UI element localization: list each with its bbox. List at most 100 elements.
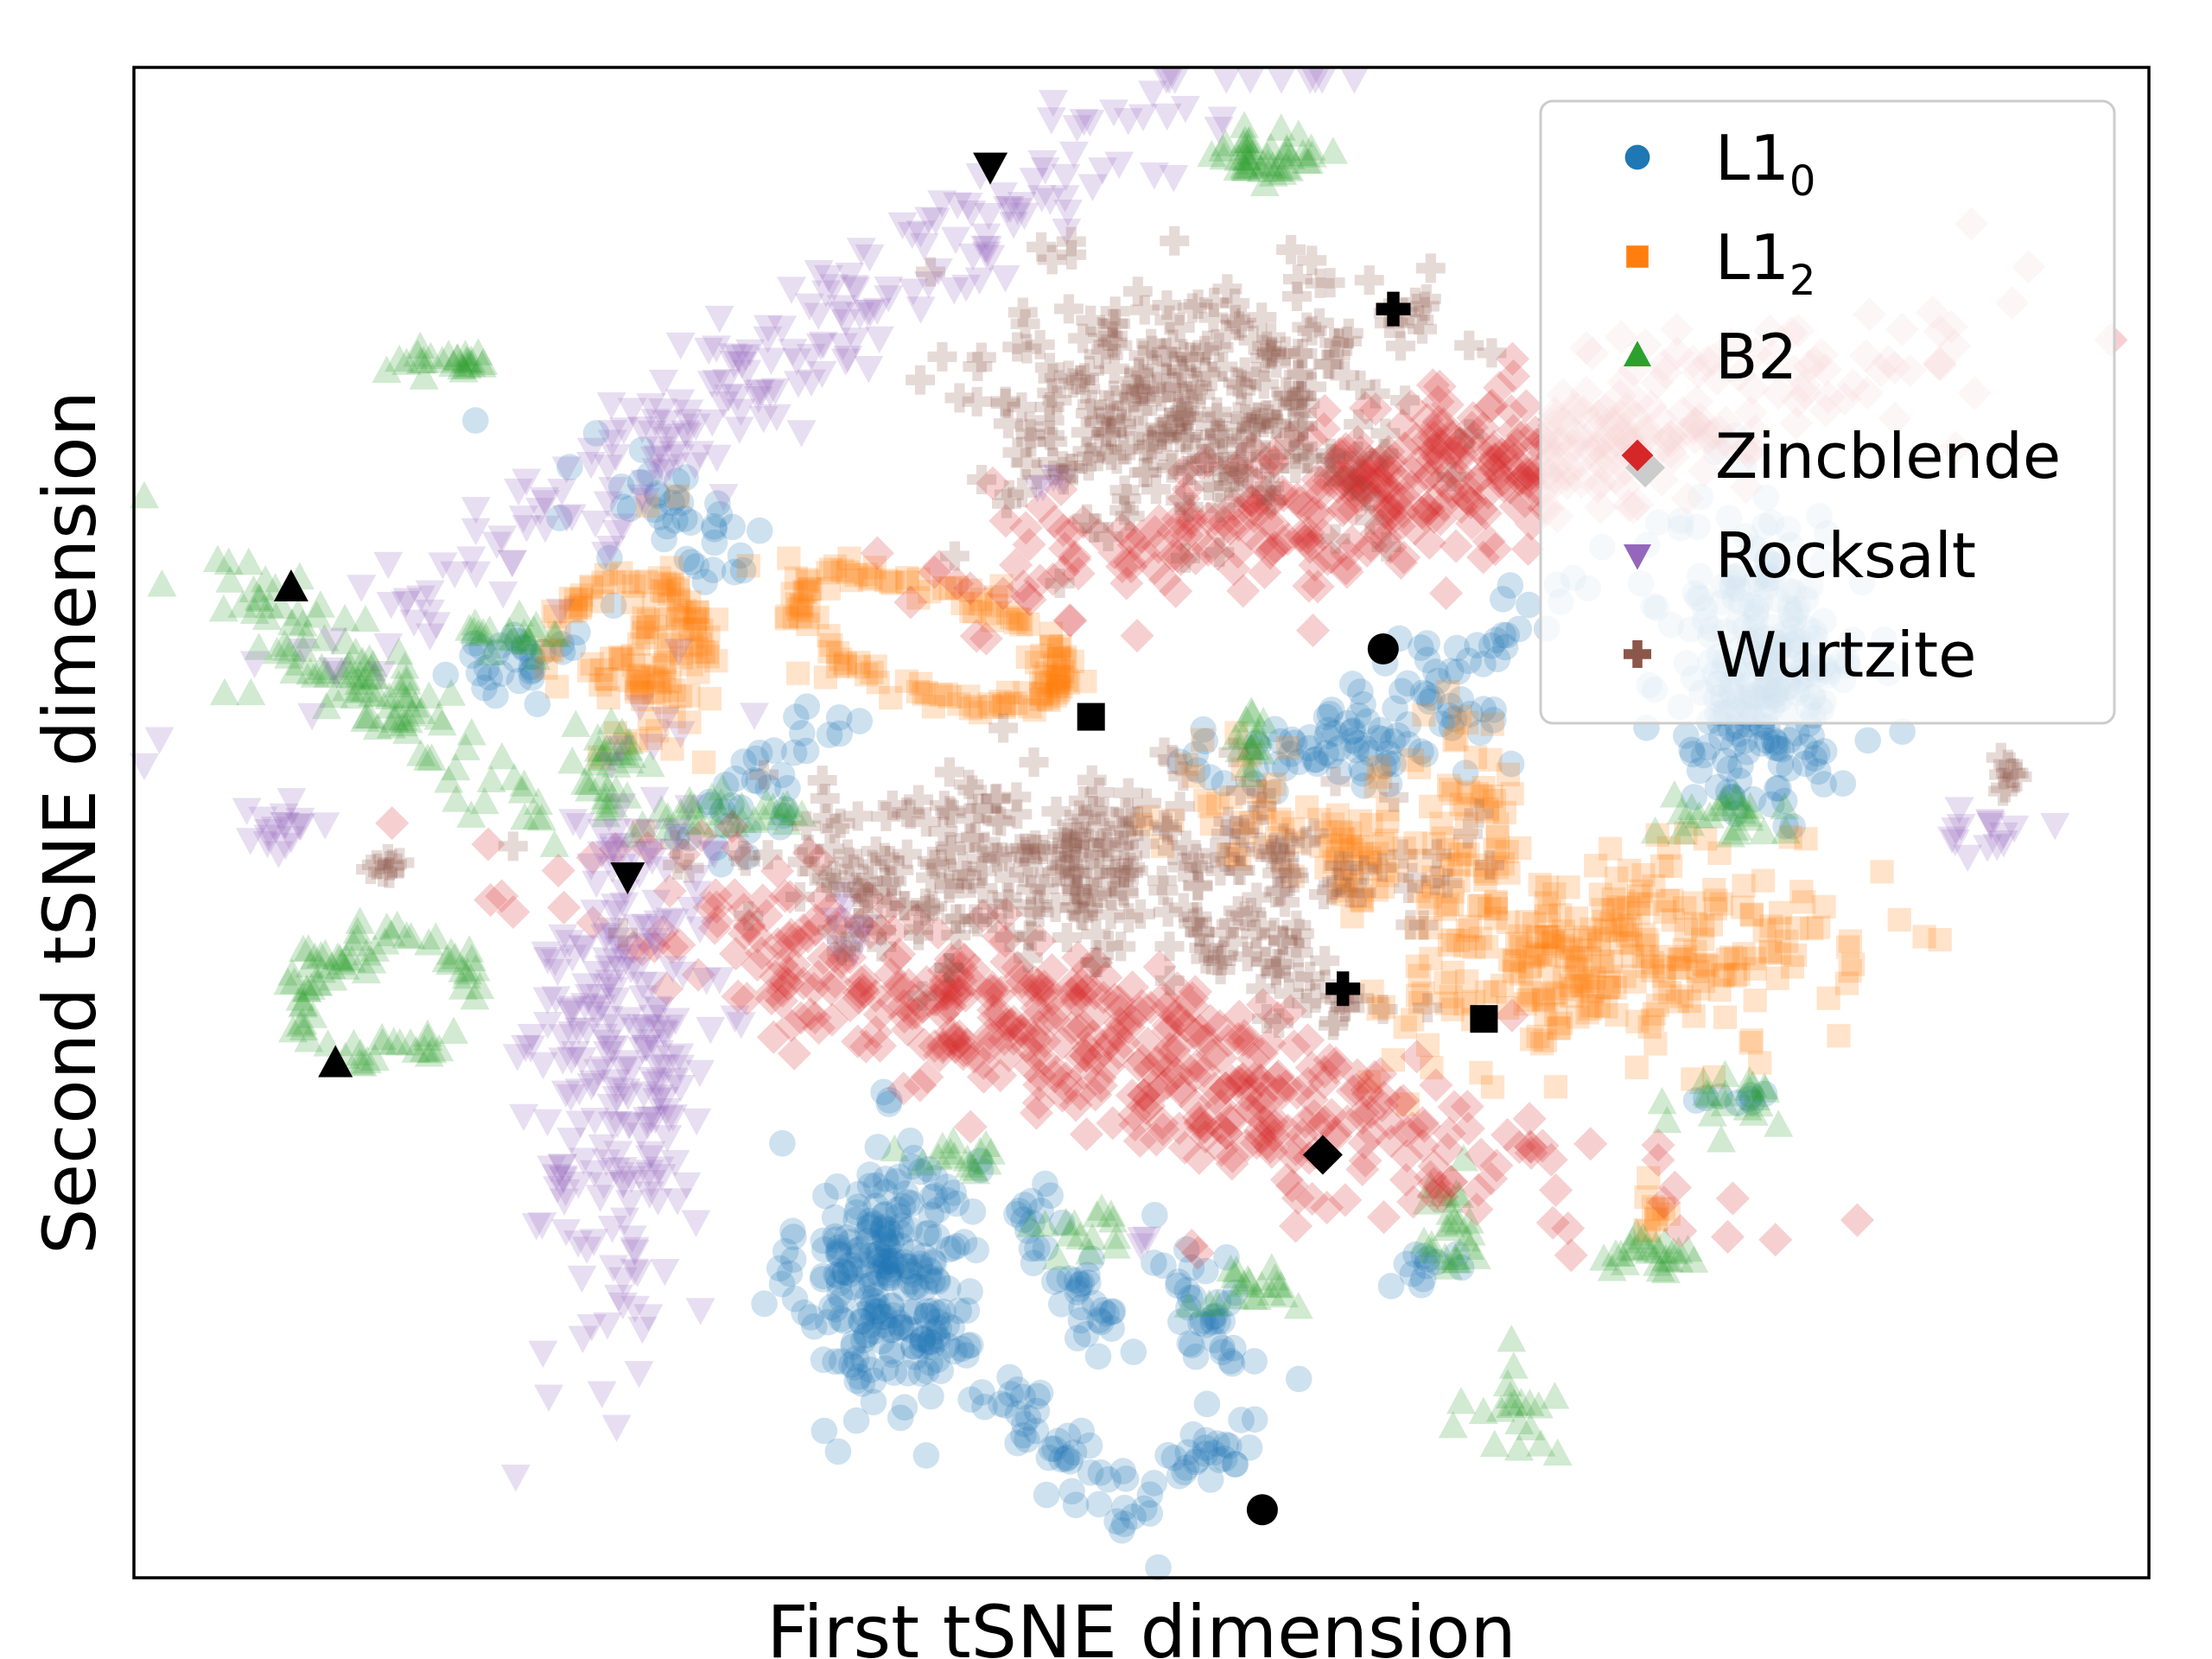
data-point-l10 [546, 505, 573, 531]
data-point-l10 [789, 720, 816, 747]
data-point-l10 [902, 1344, 929, 1370]
data-point-l10 [933, 1312, 960, 1339]
data-point-l10 [1078, 1245, 1105, 1273]
data-point-l10 [877, 1248, 905, 1274]
data-point-l10 [1758, 791, 1785, 818]
data-point-l10 [856, 1312, 883, 1339]
data-point-l12 [1408, 990, 1433, 1015]
data-point-l10 [924, 1266, 950, 1293]
data-point-l10 [1019, 1210, 1046, 1236]
data-point-l10 [751, 1290, 778, 1318]
data-point-l12 [1420, 1056, 1444, 1080]
data-point-l12 [1599, 836, 1623, 861]
data-point-l12 [1522, 912, 1547, 936]
data-point-l12 [1652, 977, 1676, 1001]
data-point-l12 [1673, 896, 1697, 920]
data-point-l10 [897, 1317, 925, 1344]
data-point-l10 [1166, 1463, 1193, 1490]
data-point-l12 [1739, 902, 1764, 926]
data-point-l12 [1629, 879, 1654, 903]
data-point-l10 [861, 1318, 888, 1345]
data-point-l10 [908, 1332, 936, 1359]
data-point-l12 [1912, 925, 1936, 949]
data-point-l10 [1690, 741, 1718, 769]
data-point-l10 [1694, 734, 1722, 760]
data-point-l10 [1192, 1257, 1219, 1285]
data-point-l10 [915, 1263, 942, 1291]
data-point-l10 [596, 544, 623, 572]
data-point-l10 [841, 1354, 868, 1381]
data-point-l12 [602, 570, 626, 594]
data-point-l12 [1453, 934, 1478, 958]
data-point-l10 [920, 1249, 948, 1276]
data-point-l12 [629, 570, 653, 594]
data-point-l10 [810, 1236, 838, 1263]
data-point-l10 [940, 1179, 967, 1206]
data-point-l12 [1631, 863, 1656, 887]
data-point-l10 [924, 1323, 950, 1351]
data-point-l10 [1054, 1422, 1082, 1450]
data-point-l10 [861, 1211, 887, 1237]
data-point-l12 [1659, 854, 1683, 878]
data-point-l10 [729, 556, 757, 584]
data-point-l12 [1575, 1001, 1599, 1025]
data-point-l10 [1084, 1343, 1112, 1370]
data-point-l10 [825, 1237, 852, 1265]
data-point-l10 [874, 1248, 901, 1274]
data-point-l10 [823, 1226, 849, 1253]
data-point-l10 [1338, 718, 1365, 746]
data-point-l10 [653, 512, 681, 540]
data-point-l10 [839, 1274, 867, 1300]
data-point-l10 [967, 1156, 995, 1184]
data-point-l10 [1192, 728, 1218, 755]
data-point-l12 [1780, 955, 1805, 979]
data-point-l10 [1165, 1272, 1192, 1300]
data-point-l10 [658, 489, 685, 517]
data-point-l10 [871, 1312, 899, 1338]
data-point-l10 [779, 1246, 807, 1274]
data-point-l10 [1313, 722, 1340, 750]
data-point-l10 [769, 1129, 796, 1157]
data-point-l10 [1182, 741, 1210, 768]
data-point-l10 [899, 1299, 925, 1325]
data-point-l10 [770, 802, 798, 830]
data-point-l10 [1707, 1083, 1733, 1110]
data-point-l12 [1609, 931, 1633, 955]
data-point-l10 [1187, 1310, 1214, 1337]
data-point-l10 [1316, 701, 1344, 728]
data-point-l12 [1681, 891, 1706, 915]
data-point-l12 [1551, 934, 1575, 958]
data-point-l10 [1480, 696, 1507, 723]
data-point-l10 [1018, 1235, 1046, 1262]
data-point-l10 [1216, 1433, 1243, 1459]
data-point-l10 [815, 1308, 842, 1336]
data-point-l12 [1759, 940, 1783, 964]
data-point-l10 [1313, 703, 1340, 731]
data-point-l12 [833, 653, 857, 677]
data-point-l10 [1150, 1252, 1177, 1279]
data-point-l10 [901, 1298, 929, 1325]
data-point-l12 [1448, 704, 1472, 728]
data-point-l10 [1020, 1249, 1047, 1276]
data-point-l10 [1074, 1262, 1101, 1288]
data-point-l10 [699, 556, 727, 583]
data-point-l10 [696, 788, 723, 816]
data-point-l10 [847, 1236, 874, 1262]
data-point-l10 [701, 529, 728, 556]
data-point-l10 [1004, 1429, 1031, 1457]
data-point-l10 [1087, 1459, 1115, 1486]
data-point-l10 [874, 1260, 901, 1287]
data-point-l10 [900, 1274, 928, 1300]
data-point-l10 [1086, 1306, 1113, 1334]
data-point-l10 [1048, 1290, 1075, 1318]
data-point-l10 [824, 1240, 852, 1267]
data-point-l10 [1241, 770, 1268, 798]
data-point-l10 [1205, 1308, 1231, 1335]
data-point-l12 [1560, 984, 1584, 1008]
data-point-l10 [826, 720, 853, 747]
data-point-l12 [545, 675, 569, 699]
data-point-l10 [996, 1363, 1023, 1391]
data-point-l10 [917, 1329, 944, 1356]
data-point-l10 [909, 1325, 937, 1353]
data-point-l10 [1077, 1459, 1104, 1486]
